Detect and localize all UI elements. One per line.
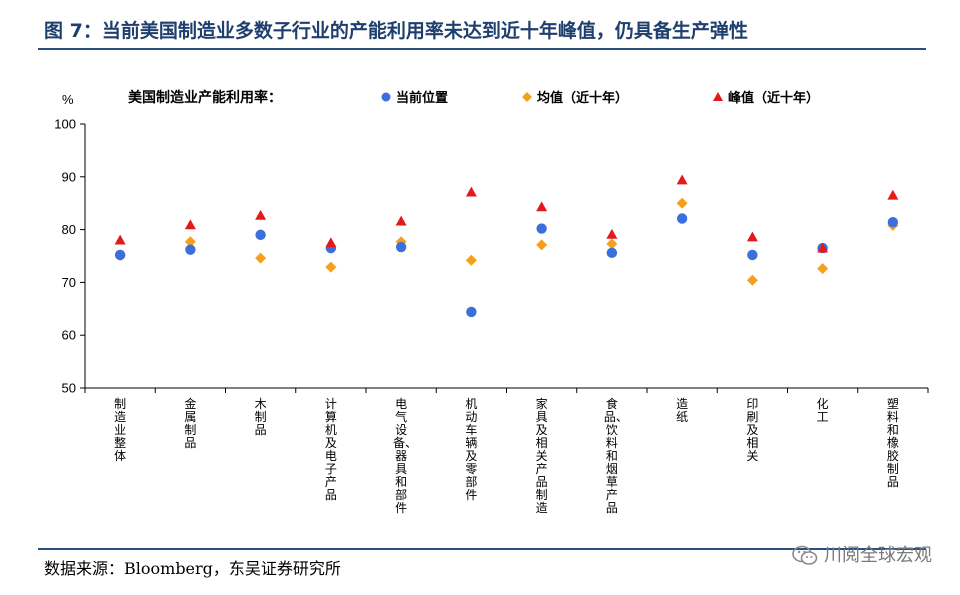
y-axis-label: % <box>62 92 74 107</box>
point-current <box>395 241 407 253</box>
point-peak <box>184 219 196 230</box>
category-label: 食品、饮料和烟草产品 <box>603 397 628 515</box>
point-current <box>606 247 618 259</box>
point-current <box>747 249 758 261</box>
category-label: 金属制品 <box>184 397 197 450</box>
category-label: 造纸 <box>676 397 689 424</box>
point-current <box>887 217 899 228</box>
legend-label: 均值（近十年） <box>537 90 628 106</box>
category-label: 电气设备、器具和部件 <box>393 397 418 515</box>
scatter-chart: 50 60 70 80 90 100% 美国制造业产能利用率： 当前位置 均值（近十年） 峰值（… <box>54 89 929 396</box>
point-mean <box>465 254 477 266</box>
point-mean <box>536 239 548 251</box>
point-peak <box>465 186 477 197</box>
point-current <box>676 213 688 224</box>
title-rule <box>38 48 926 50</box>
y-tick-label: 70 <box>62 275 76 290</box>
category-label: 家具及相关产品制造 <box>535 397 548 515</box>
category-label: 化工 <box>816 397 829 424</box>
point-peak <box>887 189 899 200</box>
y-tick-label: 100 <box>54 117 76 132</box>
chart-axes: 50 60 70 80 90 100% <box>54 92 929 396</box>
point-current <box>255 229 266 241</box>
point-mean <box>746 274 758 286</box>
y-tick-label: 60 <box>62 328 76 343</box>
point-current <box>185 244 196 255</box>
legend-marker-peak <box>713 92 723 101</box>
point-peak <box>676 174 688 185</box>
category-label: 机动车辆及零部件 <box>465 397 478 502</box>
category-label: 印刷及相关 <box>746 397 759 463</box>
point-peak <box>114 234 126 245</box>
point-peak <box>325 237 337 248</box>
point-mean <box>676 197 688 209</box>
category-label: 塑料和橡胶制品 <box>886 397 899 489</box>
wechat-icon <box>792 545 818 567</box>
chart-marks <box>114 174 899 318</box>
source-note: 数据来源：Bloomberg，东吴证券研究所 <box>44 559 341 578</box>
figure-title: 图 7：当前美国制造业多数子行业的产能利用率未达到近十年峰值，仍具备生产弹性 <box>44 20 748 42</box>
point-mean <box>606 238 618 250</box>
point-peak <box>606 228 618 239</box>
footer-rule <box>38 548 926 550</box>
watermark: 川阅全球宏观 <box>792 540 932 572</box>
point-peak <box>817 242 829 253</box>
point-current <box>114 249 126 261</box>
watermark-text: 川阅全球宏观 <box>824 545 932 566</box>
point-peak <box>255 209 267 220</box>
point-mean <box>255 252 267 264</box>
category-label: 计算机及电子产品 <box>324 397 337 502</box>
point-mean <box>817 263 829 275</box>
category-label: 木制品 <box>254 397 267 437</box>
y-tick-label: 80 <box>62 222 76 237</box>
point-peak <box>746 231 758 242</box>
legend-label: 当前位置 <box>396 90 448 106</box>
point-mean <box>184 236 196 248</box>
legend-title: 美国制造业产能利用率： <box>128 89 282 106</box>
point-current <box>536 223 547 234</box>
point-current <box>466 306 477 318</box>
category-label: 制造业整体 <box>114 397 127 463</box>
chart-legend: 美国制造业产能利用率： 当前位置 均值（近十年） 峰值（近十年） <box>128 89 819 106</box>
point-peak <box>536 201 548 212</box>
y-tick-label: 90 <box>62 169 76 184</box>
y-tick-label: 50 <box>62 381 76 396</box>
legend-marker-mean <box>522 92 532 102</box>
point-mean <box>325 261 337 273</box>
legend-marker-current <box>381 92 391 102</box>
legend-label: 峰值（近十年） <box>728 90 819 106</box>
point-peak <box>395 215 407 226</box>
